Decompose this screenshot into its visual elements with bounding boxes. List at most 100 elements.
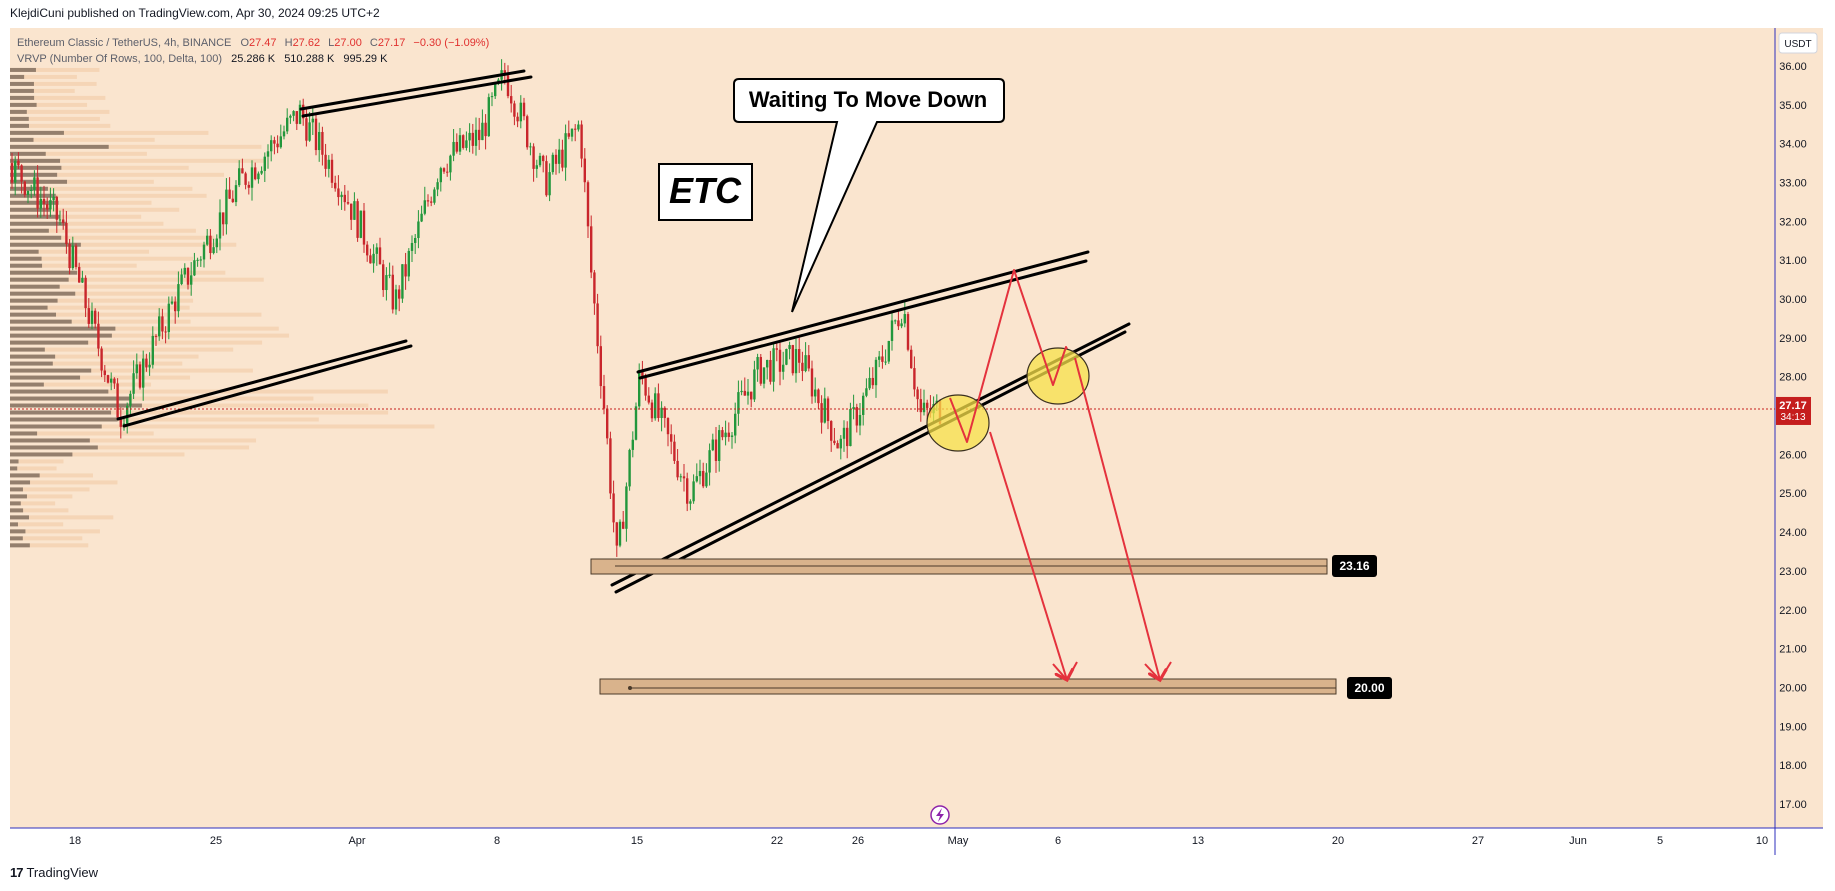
footer[interactable]: 17 TradingView [10, 865, 98, 880]
candle-body [852, 407, 855, 410]
candle-body [510, 96, 513, 104]
volume-bar [10, 340, 263, 345]
candle-body [74, 245, 78, 267]
volume-bar-delta [10, 249, 39, 254]
time-tick-label: 27 [1472, 835, 1484, 847]
volume-bar-delta [10, 382, 44, 387]
candle-body [727, 432, 730, 437]
projection-drop-2[interactable] [1074, 357, 1160, 680]
volume-bar-delta [10, 284, 60, 289]
support-zone-2[interactable]: 20.00 [599, 677, 1392, 699]
candle-body [142, 358, 145, 388]
projection-drop-1[interactable] [989, 431, 1067, 680]
trendline-top-left-a[interactable] [299, 69, 526, 111]
time-tick-label: 8 [494, 835, 500, 847]
candle-body [596, 303, 599, 347]
candle-body [865, 388, 868, 396]
volume-bar-delta [10, 137, 34, 142]
candle-body [222, 212, 225, 225]
candle-body [590, 226, 593, 273]
candle-body [769, 359, 772, 382]
currency-badge[interactable]: USDT [1778, 32, 1818, 54]
legend-line-1: Ethereum Classic / TetherUS, 4h, BINANCE… [17, 37, 489, 49]
trendline-bottom-left-a[interactable] [116, 339, 408, 421]
volume-bar [10, 102, 88, 107]
time-tick-label: 5 [1657, 835, 1663, 847]
candle-body [23, 181, 26, 195]
volume-bar [10, 298, 194, 303]
candle-body [388, 274, 391, 276]
volume-profile [10, 67, 435, 548]
candle-body [887, 340, 890, 362]
candle-body [631, 439, 634, 450]
volume-bar [10, 417, 319, 422]
legend-indicator: VRVP (Number Of Rows, 100, Delta, 100) [17, 53, 222, 65]
highlight-circle-1[interactable] [926, 394, 990, 452]
candle-body [196, 259, 199, 261]
volume-bar-delta [10, 326, 116, 331]
price-tick-label: 29.00 [1779, 333, 1807, 345]
support-zone-1[interactable]: 23.16 [590, 555, 1377, 577]
candle-body [506, 75, 510, 97]
trendline-top-left-b[interactable] [301, 75, 533, 118]
candle-body [615, 522, 618, 546]
candle-body [398, 289, 401, 299]
candle-body [148, 364, 151, 368]
volume-bar [10, 480, 118, 485]
projection-arrows[interactable] [949, 269, 1160, 680]
highlight-circle-2[interactable] [1026, 347, 1090, 405]
volume-bar [10, 270, 226, 275]
candle-body [199, 259, 202, 261]
callout-bubble[interactable]: Waiting To Move Down [733, 78, 1005, 313]
candle-body [718, 430, 721, 461]
trendline-bottom-left-b[interactable] [122, 344, 413, 428]
candle-body [298, 104, 302, 124]
lightning-icon[interactable] [930, 805, 950, 825]
candle-body [574, 128, 577, 130]
candle-body [679, 476, 682, 478]
candle-body [212, 247, 215, 254]
candle-body [433, 189, 436, 203]
candle-body [71, 245, 74, 269]
candle-body [484, 122, 487, 137]
projection-path[interactable] [949, 269, 1068, 443]
legend[interactable]: Ethereum Classic / TetherUS, 4h, BINANCE… [17, 37, 489, 65]
etc-title-box[interactable]: ETC [658, 163, 753, 221]
level-23-tag [1332, 555, 1377, 577]
volume-bar-delta [10, 305, 48, 310]
candle-body [529, 146, 532, 148]
volume-bar [10, 207, 180, 212]
candle-body [33, 177, 36, 190]
candle-body [266, 151, 270, 157]
volume-bar-delta [10, 459, 19, 464]
candle-body [666, 418, 670, 435]
volume-bar [10, 123, 111, 128]
volume-bar [10, 501, 56, 506]
candle-body [449, 155, 452, 173]
candle-body [410, 242, 414, 251]
candle-body [814, 389, 817, 397]
time-tick-label: 22 [771, 835, 783, 847]
zone-20-box[interactable] [599, 678, 1337, 695]
candle-body [17, 160, 20, 166]
volume-bar [10, 396, 314, 401]
candle-body [820, 403, 823, 423]
volume-bar [10, 200, 152, 205]
candle-body [673, 441, 676, 461]
candle-body [215, 238, 218, 248]
volume-bar-delta [10, 354, 56, 359]
legend-open: 27.47 [249, 37, 277, 49]
candle-body [910, 349, 913, 369]
callout-shape [733, 78, 1005, 313]
candle-body [654, 393, 657, 419]
price-axis-background[interactable] [1775, 28, 1823, 828]
volume-bar-delta [10, 368, 92, 373]
candle-body [906, 314, 910, 350]
volume-bar-delta [10, 158, 61, 163]
volume-bar-delta [10, 319, 72, 324]
volume-bar [10, 410, 389, 415]
volume-bar [10, 361, 183, 366]
volume-bar [10, 536, 83, 541]
candle-body [785, 349, 788, 365]
